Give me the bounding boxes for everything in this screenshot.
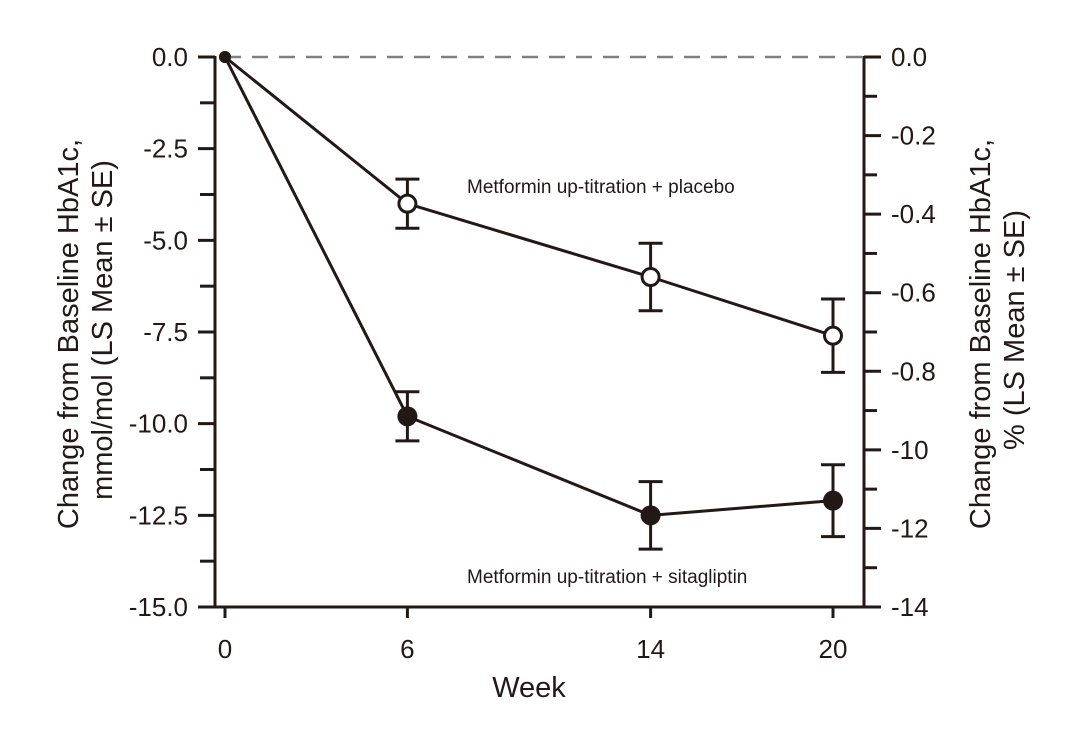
- series-sitagliptin: [219, 51, 845, 551]
- left-y-axis: 0.0 -2.5 -5.0 -7.5 -10.0 -12.5 -15.0: [129, 42, 215, 622]
- x-axis: 0 6 14 20: [218, 607, 848, 664]
- x-axis-title: Week: [492, 672, 566, 704]
- x-tick-label: 0: [218, 634, 232, 664]
- data-point-open: [640, 267, 661, 287]
- left-y-axis-title-line-1: Change from Baseline HbA1c,: [53, 139, 85, 529]
- right-y-axis-title-line-1: Change from Baseline HbA1c,: [965, 139, 997, 529]
- right-tick-label: -0.6: [891, 278, 936, 308]
- right-tick-label: -10: [891, 435, 929, 465]
- data-point-baseline: [219, 51, 231, 63]
- left-tick-label: -15.0: [129, 592, 188, 622]
- right-tick-label: -0.4: [891, 199, 936, 229]
- left-tick-label: -12.5: [129, 500, 188, 530]
- plot-frame: [213, 56, 866, 609]
- series-label-placebo: Metformin up-titration + placebo: [467, 177, 735, 198]
- left-y-axis-title: Change from Baseline HbA1c, mmol/mol (LS…: [53, 131, 119, 529]
- x-tick-label: 14: [636, 634, 665, 664]
- right-tick-label: -12: [891, 513, 929, 543]
- left-y-axis-title-line-2: mmol/mol (LS Mean ± SE): [87, 160, 119, 500]
- right-tick-label: -14: [891, 592, 929, 622]
- series-placebo: [219, 51, 845, 374]
- left-tick-label: -2.5: [143, 134, 188, 164]
- left-tick-label: -5.0: [143, 225, 188, 255]
- series-layer: [219, 51, 845, 551]
- x-tick-label: 20: [819, 634, 848, 664]
- data-point-open: [823, 325, 843, 346]
- right-tick-label: -0.8: [891, 356, 936, 386]
- x-tick-label: 6: [400, 634, 414, 664]
- right-tick-label: 0.0: [891, 42, 927, 72]
- right-y-axis-title: Change from Baseline HbA1c, % (LS Mean ±…: [965, 131, 1031, 529]
- data-point-filled: [397, 406, 418, 427]
- right-tick-label: -0.2: [891, 121, 936, 151]
- series-label-sitagliptin: Metformin up-titration + sitagliptin: [467, 567, 747, 588]
- data-point-filled: [823, 490, 843, 511]
- series-line: [223, 56, 834, 517]
- left-tick-label: 0.0: [152, 42, 188, 72]
- right-y-axis-title-line-2: % (LS Mean ± SE): [999, 210, 1031, 450]
- left-tick-label: -7.5: [143, 317, 188, 347]
- right-y-axis: 0.0 -0.2 -0.4 -0.6 -0.8 -10 -12 -14: [864, 42, 936, 622]
- series-line: [224, 55, 834, 338]
- left-tick-label: -10.0: [129, 409, 188, 439]
- data-point-open: [397, 193, 418, 214]
- data-point-filled: [640, 505, 661, 526]
